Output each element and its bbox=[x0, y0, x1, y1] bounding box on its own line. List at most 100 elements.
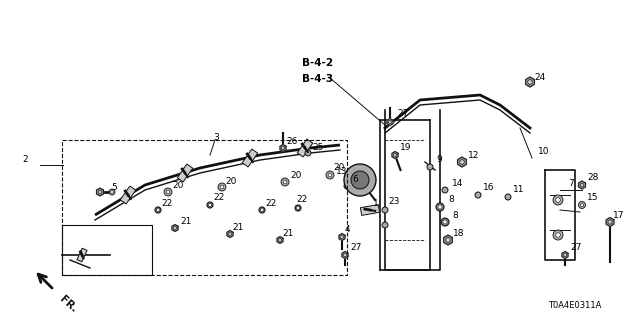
Polygon shape bbox=[242, 149, 258, 167]
Text: 23: 23 bbox=[388, 197, 399, 206]
Polygon shape bbox=[444, 235, 452, 245]
Circle shape bbox=[580, 183, 584, 187]
Text: 13: 13 bbox=[336, 167, 348, 177]
Circle shape bbox=[394, 153, 397, 156]
Text: 3: 3 bbox=[213, 132, 219, 141]
Polygon shape bbox=[339, 234, 345, 241]
Circle shape bbox=[608, 220, 612, 224]
Circle shape bbox=[281, 178, 289, 186]
Text: 25: 25 bbox=[312, 142, 323, 151]
Polygon shape bbox=[387, 118, 393, 125]
Text: 7: 7 bbox=[568, 179, 573, 188]
Circle shape bbox=[166, 190, 170, 194]
Text: 24: 24 bbox=[534, 73, 545, 82]
Text: 11: 11 bbox=[513, 186, 525, 195]
Polygon shape bbox=[177, 164, 193, 182]
Circle shape bbox=[278, 238, 282, 242]
Text: 22: 22 bbox=[296, 196, 307, 204]
Text: 14: 14 bbox=[452, 179, 463, 188]
Polygon shape bbox=[172, 225, 178, 231]
Circle shape bbox=[382, 222, 388, 228]
Text: 1: 1 bbox=[373, 198, 379, 207]
Circle shape bbox=[443, 220, 447, 224]
Circle shape bbox=[296, 206, 300, 210]
Text: 15: 15 bbox=[587, 194, 598, 203]
Circle shape bbox=[209, 204, 211, 206]
Polygon shape bbox=[97, 188, 104, 196]
Text: 22: 22 bbox=[213, 194, 224, 203]
Circle shape bbox=[344, 183, 350, 189]
Text: 18: 18 bbox=[453, 228, 465, 237]
Text: 10: 10 bbox=[538, 148, 550, 156]
Circle shape bbox=[556, 233, 560, 237]
Text: 27: 27 bbox=[570, 244, 581, 252]
Circle shape bbox=[460, 160, 464, 164]
Text: 21: 21 bbox=[180, 217, 191, 226]
Circle shape bbox=[475, 192, 481, 198]
Circle shape bbox=[382, 207, 388, 213]
Text: 22: 22 bbox=[161, 199, 172, 209]
Circle shape bbox=[340, 236, 344, 239]
Text: 20: 20 bbox=[225, 177, 236, 186]
Text: 6: 6 bbox=[352, 174, 358, 183]
Circle shape bbox=[228, 232, 232, 236]
Polygon shape bbox=[392, 151, 398, 158]
Circle shape bbox=[528, 80, 532, 84]
Circle shape bbox=[344, 164, 376, 196]
Circle shape bbox=[579, 202, 586, 209]
Text: 20: 20 bbox=[172, 181, 184, 190]
Circle shape bbox=[111, 191, 113, 193]
Text: 28: 28 bbox=[587, 173, 598, 182]
Text: 16: 16 bbox=[483, 183, 495, 193]
Circle shape bbox=[344, 253, 347, 257]
Circle shape bbox=[505, 194, 511, 200]
Circle shape bbox=[553, 195, 563, 205]
Polygon shape bbox=[277, 236, 283, 244]
Text: 21: 21 bbox=[232, 223, 243, 233]
Text: 12: 12 bbox=[468, 150, 479, 159]
Circle shape bbox=[305, 150, 311, 156]
Polygon shape bbox=[606, 218, 614, 227]
Circle shape bbox=[580, 204, 584, 207]
Polygon shape bbox=[360, 204, 380, 215]
Circle shape bbox=[218, 183, 226, 191]
Polygon shape bbox=[227, 230, 233, 237]
Text: 20: 20 bbox=[333, 164, 344, 172]
Circle shape bbox=[157, 209, 159, 212]
Circle shape bbox=[173, 227, 177, 229]
Bar bbox=[62, 225, 152, 275]
Polygon shape bbox=[562, 252, 568, 259]
Circle shape bbox=[438, 205, 442, 209]
Circle shape bbox=[328, 173, 332, 177]
Text: 8: 8 bbox=[448, 196, 454, 204]
Text: 4: 4 bbox=[345, 225, 351, 234]
Circle shape bbox=[445, 238, 451, 242]
Text: 21: 21 bbox=[282, 229, 293, 238]
Circle shape bbox=[563, 253, 566, 257]
Circle shape bbox=[351, 171, 369, 189]
Polygon shape bbox=[120, 186, 136, 204]
Polygon shape bbox=[280, 145, 286, 151]
Circle shape bbox=[98, 190, 102, 194]
Circle shape bbox=[295, 205, 301, 211]
Circle shape bbox=[155, 207, 161, 213]
Text: 27: 27 bbox=[350, 244, 362, 252]
Text: T0A4E0311A: T0A4E0311A bbox=[548, 301, 602, 310]
Circle shape bbox=[260, 209, 264, 212]
Text: 19: 19 bbox=[400, 143, 412, 153]
Polygon shape bbox=[77, 248, 87, 262]
Circle shape bbox=[441, 218, 449, 226]
Polygon shape bbox=[458, 157, 467, 167]
Circle shape bbox=[326, 171, 334, 179]
Bar bbox=[62, 140, 347, 275]
Circle shape bbox=[556, 198, 560, 202]
Circle shape bbox=[388, 120, 392, 124]
Circle shape bbox=[427, 164, 433, 170]
Text: 20: 20 bbox=[290, 171, 301, 180]
Circle shape bbox=[553, 230, 563, 240]
Text: 5: 5 bbox=[111, 182, 116, 191]
Polygon shape bbox=[525, 77, 534, 87]
Circle shape bbox=[436, 203, 444, 211]
Polygon shape bbox=[342, 252, 348, 259]
Text: 22: 22 bbox=[265, 198, 276, 207]
